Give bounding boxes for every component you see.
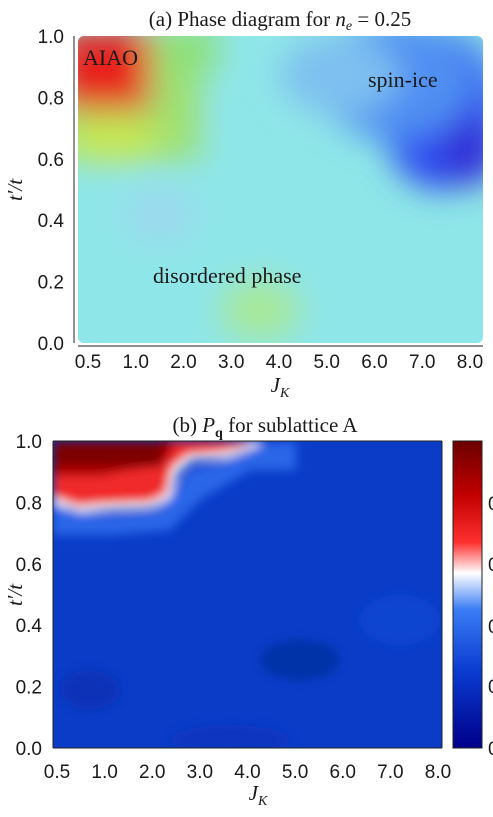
panel-a-x-axis-label: JK <box>271 373 290 401</box>
y-tick-label: 0.6 <box>16 555 42 576</box>
x-tick-label: 4.0 <box>234 762 260 783</box>
panel-b: (b) Pq for sublattice A 0.0 0.2 0.4 0.6 0.8 1… <box>3 413 493 809</box>
y-tick-label: 0.0 <box>38 334 64 355</box>
x-tick-label: 5.0 <box>314 352 340 373</box>
y-tick-label: 1.0 <box>16 432 42 453</box>
y-tick-label: 0.4 <box>38 211 65 232</box>
y-tick-label: 1.0 <box>38 27 64 48</box>
y-tick-label: 0.2 <box>16 678 42 699</box>
region-label-aiao: AIAO <box>83 45 138 70</box>
y-tick-label: 0.2 <box>38 273 64 294</box>
colorbar-tick-label: 0 <box>488 494 493 515</box>
x-tick-label: 8.0 <box>457 352 483 373</box>
colorbar-gradient <box>452 440 483 749</box>
panel-a-title: (a) Phase diagram for ne = 0.25 <box>149 7 411 34</box>
x-tick-label: 1.0 <box>123 352 149 373</box>
y-tick-label: 0.0 <box>16 739 42 760</box>
region-label-spin-ice: spin-ice <box>368 67 438 92</box>
x-tick-label: 1.0 <box>91 762 117 783</box>
panel-b-x-axis-label: JK <box>249 781 268 809</box>
region-label-disordered: disordered phase <box>153 263 301 288</box>
x-tick-label: 0.5 <box>75 352 101 373</box>
panel-b-title: (b) Pq for sublattice A <box>172 413 358 441</box>
x-tick-label: 3.0 <box>187 762 213 783</box>
colorbar-tick-label: 0 <box>488 677 493 698</box>
panel-b-y-axis-label: t′/t <box>3 583 27 606</box>
panel-b-x-tick-labels: 0.5 1.0 2.0 3.0 4.0 5.0 6.0 7.0 8.0 <box>44 762 451 783</box>
y-tick-label: 0.8 <box>38 88 64 109</box>
x-tick-label: 5.0 <box>282 762 308 783</box>
x-tick-label: 7.0 <box>409 352 435 373</box>
colorbar-tick-labels: 0 0 0 0 0 <box>488 494 493 760</box>
panel-b-y-tick-labels: 0.0 0.2 0.4 0.6 0.8 1.0 <box>16 432 43 760</box>
colorbar-tick-label: 0 <box>488 555 493 576</box>
x-tick-label: 0.5 <box>44 762 70 783</box>
x-tick-label: 7.0 <box>377 762 403 783</box>
x-tick-label: 6.0 <box>330 762 356 783</box>
panel-a: (a) Phase diagram for ne = 0.25 AIAO spi… <box>3 7 483 401</box>
y-tick-label: 0.4 <box>16 616 43 637</box>
panel-b-heatmap <box>53 441 442 748</box>
panel-a-x-tick-labels: 0.5 1.0 2.0 3.0 4.0 5.0 6.0 7.0 8.0 <box>75 352 483 373</box>
colorbar: 0 0 0 0 0 <box>452 440 493 760</box>
colorbar-tick-label: 0 <box>488 739 493 760</box>
y-tick-label: 0.8 <box>16 493 42 514</box>
x-tick-label: 2.0 <box>139 762 165 783</box>
x-tick-label: 6.0 <box>361 352 387 373</box>
panel-a-y-tick-labels: 0.0 0.2 0.4 0.6 0.8 1.0 <box>38 27 65 355</box>
x-tick-label: 2.0 <box>170 352 196 373</box>
x-tick-label: 3.0 <box>218 352 244 373</box>
y-tick-label: 0.6 <box>38 150 64 171</box>
x-tick-label: 4.0 <box>266 352 292 373</box>
colorbar-tick-label: 0 <box>488 617 493 638</box>
x-tick-label: 8.0 <box>425 762 451 783</box>
panel-a-y-axis-label: t′/t <box>3 178 27 201</box>
panel-a-heatmap <box>78 36 483 343</box>
